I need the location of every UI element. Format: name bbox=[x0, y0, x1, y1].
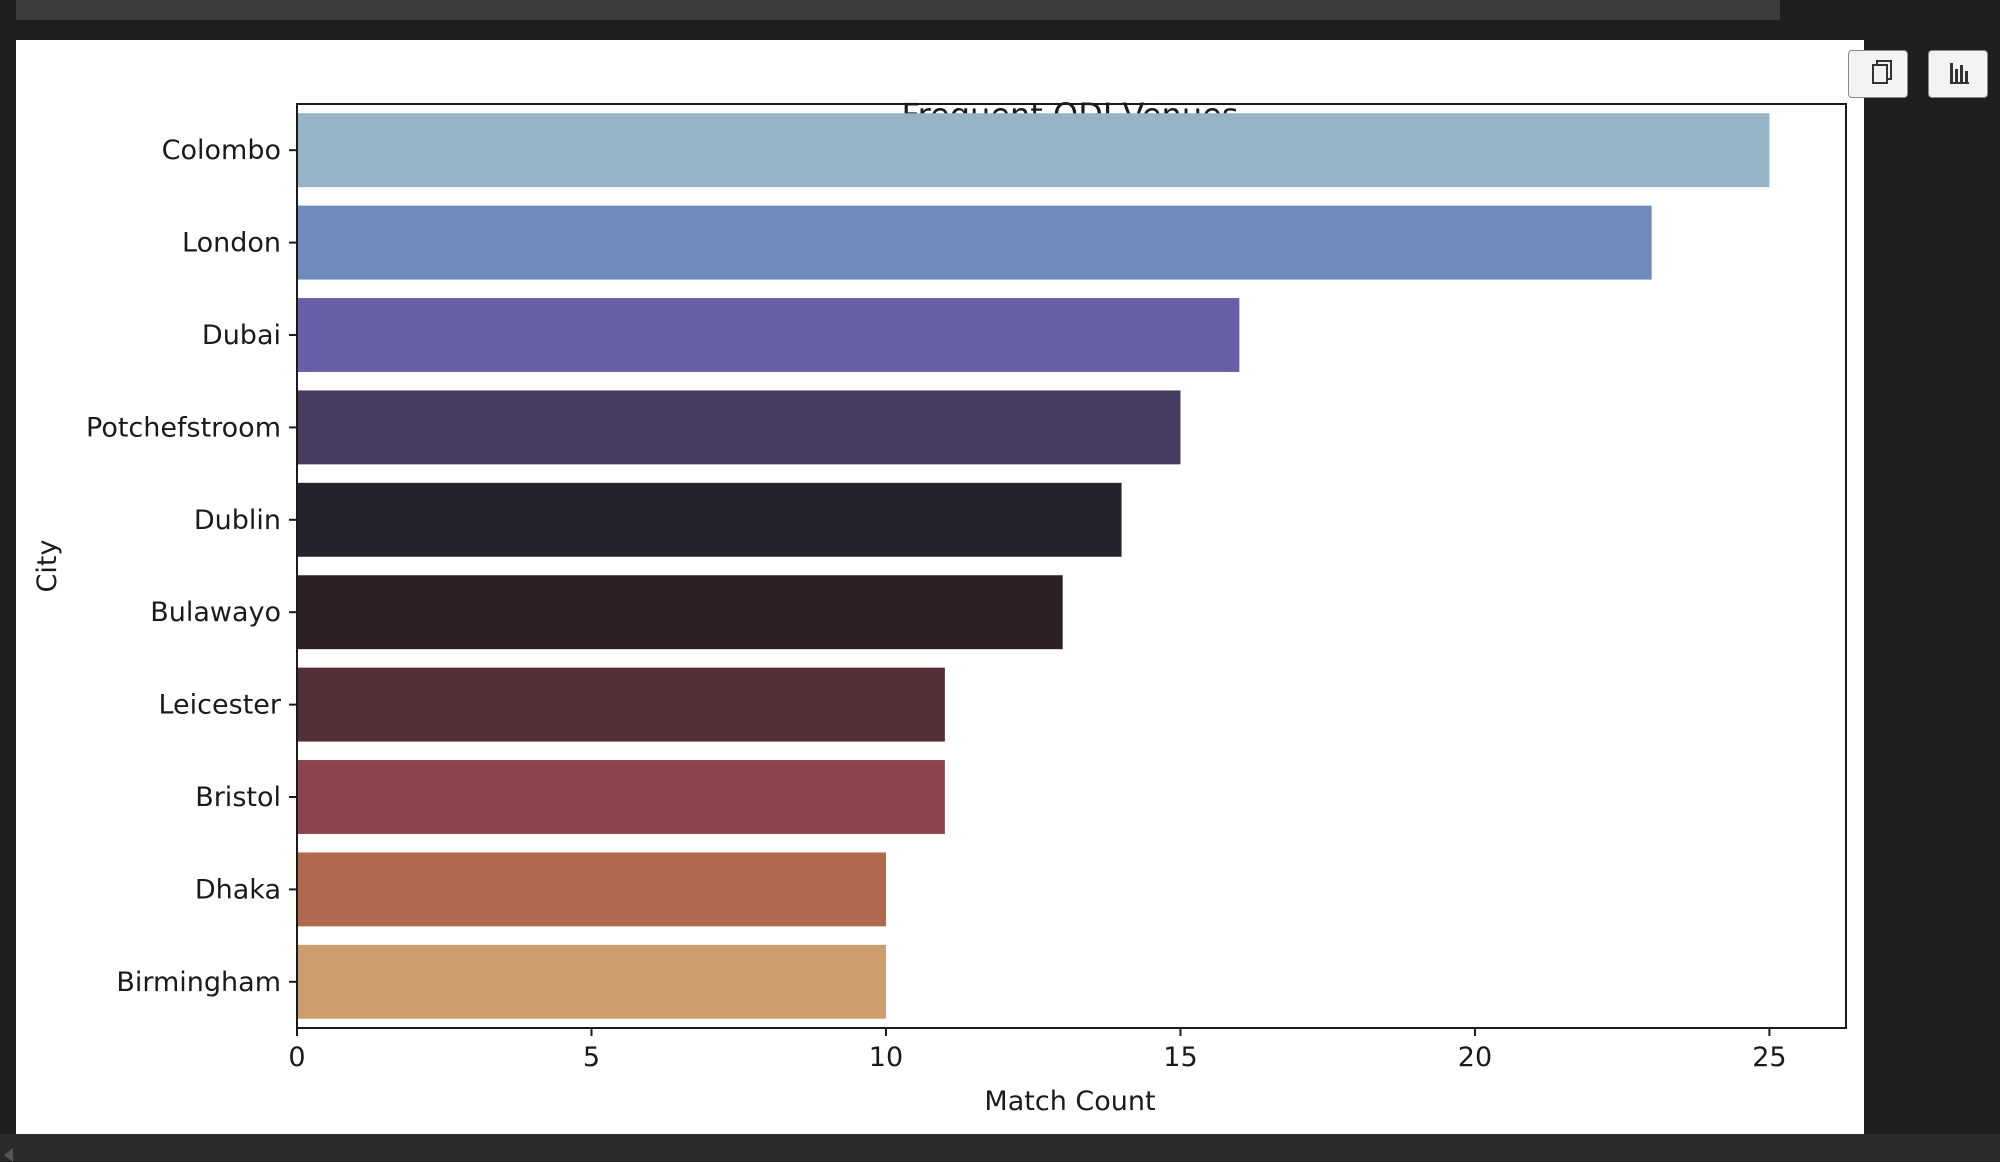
y-tick-label: Dubai bbox=[202, 320, 281, 351]
copy-icon bbox=[1872, 60, 1892, 84]
bar-birmingham bbox=[297, 944, 886, 1019]
bar-dubai bbox=[297, 298, 1240, 372]
y-tick-label: Bristol bbox=[195, 782, 281, 813]
x-axis: 0 5 10 15 20 25 bbox=[288, 1028, 1787, 1073]
y-tick-label: London bbox=[182, 228, 281, 259]
x-tick-label: 10 bbox=[869, 1042, 903, 1073]
x-tick-label: 15 bbox=[1163, 1042, 1197, 1073]
bar-chart: Frequent ODI Venues ColomboLondonDubaiPo… bbox=[32, 96, 1847, 1117]
axes-frame bbox=[296, 103, 1847, 1029]
y-tick-label: Dhaka bbox=[195, 874, 281, 905]
y-axis: Colombo London Dubai Potchefstroom Dublin Bul… bbox=[86, 135, 297, 998]
output-panel: Frequent ODI Venues ColomboLondonDubaiPo… bbox=[16, 40, 1864, 1134]
bar-potchefstroom bbox=[297, 390, 1181, 465]
bar-dublin bbox=[297, 482, 1122, 557]
y-tick-label: Colombo bbox=[162, 135, 281, 166]
bar-bristol bbox=[297, 760, 945, 834]
x-tick-label: 5 bbox=[583, 1042, 600, 1073]
y-tick-label: Leicester bbox=[158, 690, 281, 721]
x-tick-label: 0 bbox=[288, 1042, 305, 1073]
cell-scroll-bar[interactable] bbox=[16, 0, 1780, 20]
x-tick-label: 20 bbox=[1458, 1042, 1492, 1073]
bars-layer bbox=[297, 113, 1770, 1019]
y-tick-label: Birmingham bbox=[116, 967, 281, 998]
y-tick-label: Bulawayo bbox=[150, 597, 281, 628]
x-tick-label: 25 bbox=[1752, 1042, 1786, 1073]
y-axis-label: City bbox=[32, 540, 63, 593]
bar-bulawayo bbox=[297, 575, 1063, 650]
y-tick-label: Dublin bbox=[194, 505, 281, 536]
x-axis-label: Match Count bbox=[984, 1086, 1155, 1117]
bar-colombo bbox=[297, 113, 1770, 188]
bar-leicester bbox=[297, 667, 945, 742]
bar-london bbox=[297, 205, 1652, 280]
view-chart-button[interactable] bbox=[1928, 50, 1988, 98]
scroll-left-arrow-icon[interactable] bbox=[4, 1148, 13, 1162]
copy-output-button[interactable] bbox=[1848, 50, 1908, 98]
y-tick-label: Potchefstroom bbox=[86, 412, 281, 443]
bottom-strip bbox=[0, 1134, 2000, 1161]
bar-dhaka bbox=[297, 852, 886, 927]
bar-chart-icon bbox=[1950, 63, 1969, 84]
